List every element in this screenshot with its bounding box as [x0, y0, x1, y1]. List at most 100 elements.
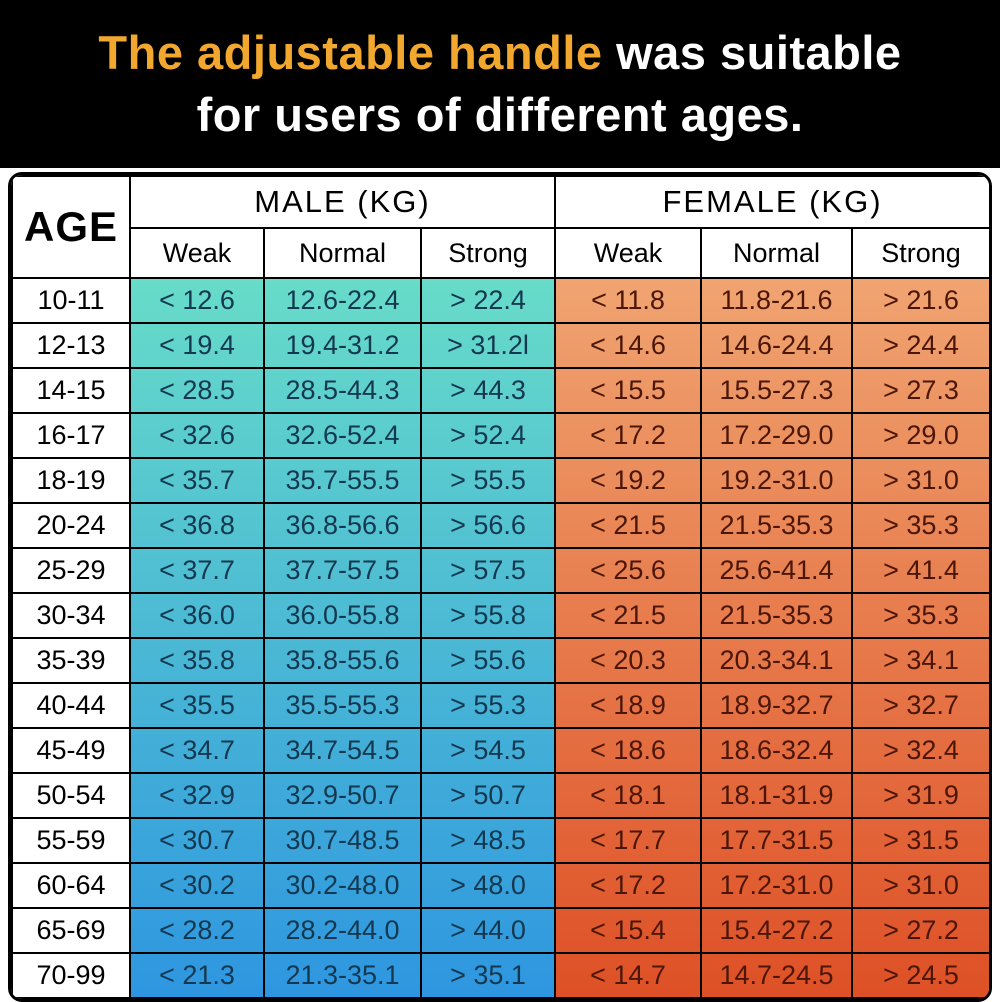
table-row: 70-99 < 21.3 21.3-35.1 > 35.1 < 14.7 14.7-24.…: [11, 952, 989, 999]
male-normal-cell: 36.8-56.6: [263, 502, 422, 549]
male-weak-cell: < 36.8: [129, 502, 265, 549]
female-weak-cell: < 17.2: [554, 412, 703, 459]
male-normal-cell: 19.4-31.2: [263, 322, 422, 369]
strength-table-container: AGE MALE (KG) FEMALE (KG) Weak Normal St…: [8, 172, 992, 1002]
table-body: 10-11 < 12.6 12.6-22.4 > 22.4 < 11.8 11.8-21.…: [11, 277, 989, 999]
male-strong-header: Strong: [419, 227, 557, 279]
male-strong-cell: > 54.5: [419, 727, 557, 774]
male-weak-cell: < 19.4: [129, 322, 265, 369]
table-row: 35-39 < 35.8 35.8-55.6 > 55.6 < 20.3 20.3-34.…: [11, 637, 989, 684]
male-weak-cell: < 37.7: [129, 547, 265, 594]
male-strong-cell: > 55.6: [419, 637, 557, 684]
female-weak-cell: < 14.7: [554, 952, 703, 999]
male-weak-cell: < 32.9: [129, 772, 265, 819]
female-weak-cell: < 14.6: [554, 322, 703, 369]
male-normal-cell: 28.5-44.3: [263, 367, 422, 414]
title-line-2: for users of different ages.: [196, 88, 804, 141]
female-strong-cell: > 32.7: [851, 682, 989, 729]
title-highlight: The adjustable handle: [98, 26, 603, 79]
male-normal-cell: 35.7-55.5: [263, 457, 422, 504]
title-rest: was suitable: [602, 26, 902, 79]
male-normal-header: Normal: [263, 227, 422, 279]
female-normal-cell: 18.6-32.4: [700, 727, 854, 774]
male-normal-cell: 37.7-57.5: [263, 547, 422, 594]
male-weak-cell: < 36.0: [129, 592, 265, 639]
female-normal-cell: 17.2-29.0: [700, 412, 854, 459]
female-strong-cell: > 31.5: [851, 817, 989, 864]
table-row: 45-49 < 34.7 34.7-54.5 > 54.5 < 18.6 18.6-32.…: [11, 727, 989, 774]
male-strong-cell: > 35.1: [419, 952, 557, 999]
age-column-header: AGE: [11, 175, 131, 279]
female-normal-cell: 20.3-34.1: [700, 637, 854, 684]
male-strong-cell: > 50.7: [419, 772, 557, 819]
female-weak-cell: < 17.2: [554, 862, 703, 909]
male-normal-cell: 35.5-55.3: [263, 682, 422, 729]
female-strong-cell: > 24.4: [851, 322, 989, 369]
male-strong-cell: > 44.0: [419, 907, 557, 954]
male-normal-cell: 12.6-22.4: [263, 277, 422, 324]
female-weak-cell: < 18.6: [554, 727, 703, 774]
female-strong-cell: > 31.0: [851, 862, 989, 909]
male-weak-cell: < 35.5: [129, 682, 265, 729]
female-weak-header: Weak: [554, 227, 703, 279]
male-weak-cell: < 30.7: [129, 817, 265, 864]
table-row: 30-34 < 36.0 36.0-55.8 > 55.8 < 21.5 21.5-35.…: [11, 592, 989, 639]
female-weak-cell: < 19.2: [554, 457, 703, 504]
age-cell: 25-29: [11, 547, 131, 594]
male-weak-cell: < 32.6: [129, 412, 265, 459]
age-cell: 40-44: [11, 682, 131, 729]
female-strong-header: Strong: [851, 227, 989, 279]
table-row: 40-44 < 35.5 35.5-55.3 > 55.3 < 18.9 18.9-32.…: [11, 682, 989, 729]
female-normal-cell: 15.5-27.3: [700, 367, 854, 414]
female-normal-cell: 15.4-27.2: [700, 907, 854, 954]
age-cell: 20-24: [11, 502, 131, 549]
female-group-header: FEMALE (KG): [554, 175, 989, 229]
title-line-1: The adjustable handle was suitable: [98, 25, 901, 81]
female-normal-cell: 17.7-31.5: [700, 817, 854, 864]
male-strong-cell: > 48.0: [419, 862, 557, 909]
male-strong-cell: > 55.8: [419, 592, 557, 639]
strength-table: AGE MALE (KG) FEMALE (KG) Weak Normal St…: [11, 175, 989, 999]
table-row: 50-54 < 32.9 32.9-50.7 > 50.7 < 18.1 18.1-31.…: [11, 772, 989, 819]
female-strong-cell: > 41.4: [851, 547, 989, 594]
table-row: 12-13 < 19.4 19.4-31.2 > 31.2l < 14.6 14.6-24…: [11, 322, 989, 369]
female-strong-cell: > 31.0: [851, 457, 989, 504]
female-normal-cell: 21.5-35.3: [700, 502, 854, 549]
age-cell: 30-34: [11, 592, 131, 639]
female-strong-cell: > 31.9: [851, 772, 989, 819]
female-weak-cell: < 25.6: [554, 547, 703, 594]
age-cell: 10-11: [11, 277, 131, 324]
table-row: 18-19 < 35.7 35.7-55.5 > 55.5 < 19.2 19.2-31.…: [11, 457, 989, 504]
female-normal-cell: 17.2-31.0: [700, 862, 854, 909]
male-strong-cell: > 22.4: [419, 277, 557, 324]
male-weak-cell: < 12.6: [129, 277, 265, 324]
male-weak-header: Weak: [129, 227, 265, 279]
male-weak-cell: < 35.7: [129, 457, 265, 504]
female-normal-cell: 14.7-24.5: [700, 952, 854, 999]
age-cell: 45-49: [11, 727, 131, 774]
male-strong-cell: > 55.3: [419, 682, 557, 729]
female-normal-header: Normal: [700, 227, 854, 279]
female-strong-cell: > 21.6: [851, 277, 989, 324]
female-normal-cell: 21.5-35.3: [700, 592, 854, 639]
male-normal-cell: 34.7-54.5: [263, 727, 422, 774]
female-strong-cell: > 32.4: [851, 727, 989, 774]
sub-header-row: Weak Normal Strong Weak Normal Strong: [12, 227, 989, 279]
age-cell: 14-15: [11, 367, 131, 414]
male-normal-cell: 30.7-48.5: [263, 817, 422, 864]
age-cell: 12-13: [11, 322, 131, 369]
female-weak-cell: < 11.8: [554, 277, 703, 324]
female-weak-cell: < 18.1: [554, 772, 703, 819]
male-normal-cell: 28.2-44.0: [263, 907, 422, 954]
age-cell: 35-39: [11, 637, 131, 684]
male-strong-cell: > 31.2l: [419, 322, 557, 369]
female-strong-cell: > 27.2: [851, 907, 989, 954]
age-cell: 50-54: [11, 772, 131, 819]
male-normal-cell: 21.3-35.1: [263, 952, 422, 999]
female-normal-cell: 18.1-31.9: [700, 772, 854, 819]
table-row: 25-29 < 37.7 37.7-57.5 > 57.5 < 25.6 25.6-41.…: [11, 547, 989, 594]
age-cell: 18-19: [11, 457, 131, 504]
male-normal-cell: 32.6-52.4: [263, 412, 422, 459]
female-weak-cell: < 15.5: [554, 367, 703, 414]
female-weak-cell: < 20.3: [554, 637, 703, 684]
